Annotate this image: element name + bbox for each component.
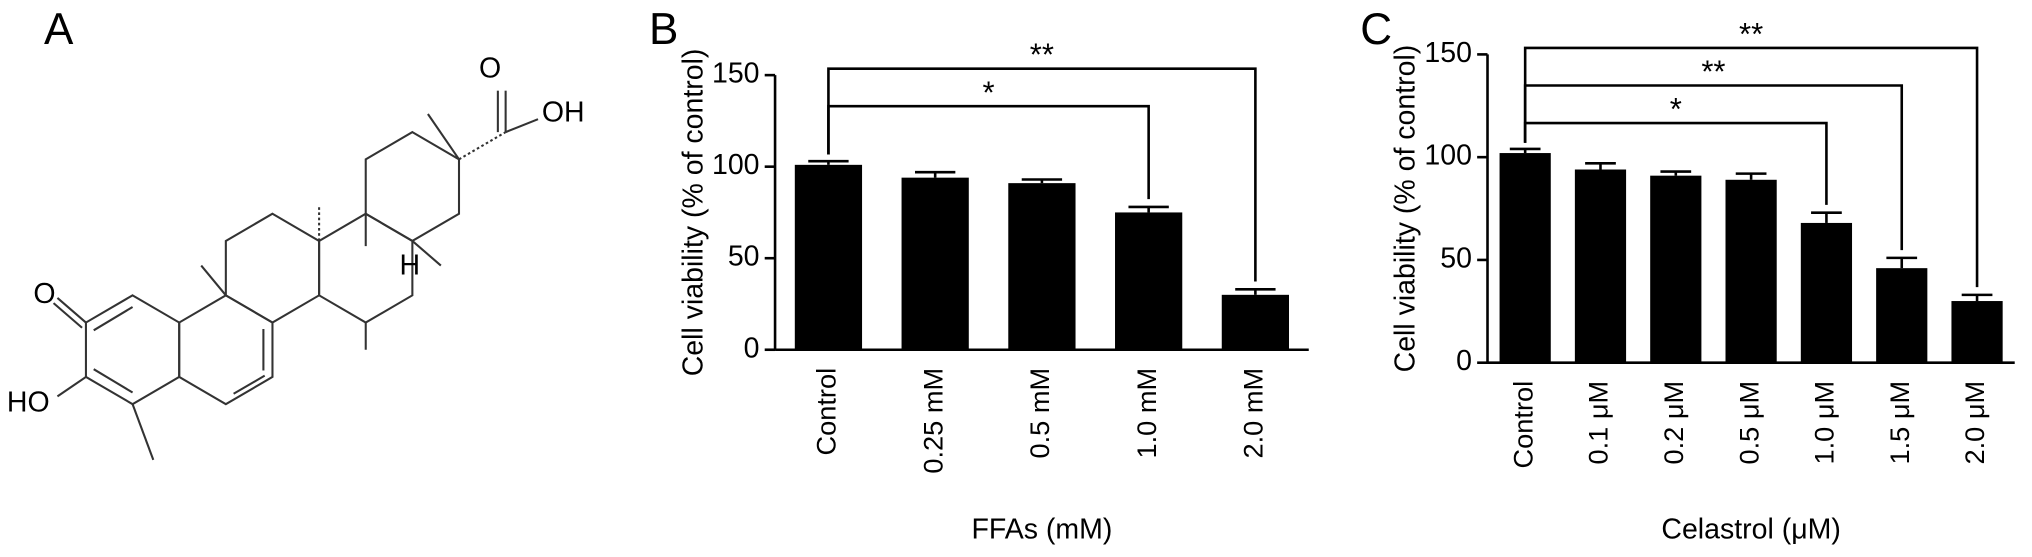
- bracket-line: [1523, 84, 1904, 251]
- y-tick-label: 50: [1440, 242, 1472, 274]
- x-tick-label: 1.5 μM: [1884, 381, 1915, 465]
- y-tick-label: 50: [728, 241, 760, 273]
- bar: [1499, 153, 1551, 363]
- significance-label: *: [1670, 92, 1682, 127]
- error-bar: [1021, 178, 1063, 184]
- panel-label: C: [1360, 5, 1392, 54]
- y-axis-label: Cell viability (% of control): [677, 49, 709, 377]
- wedge: [411, 240, 442, 267]
- y-axis-label: Cell viability (% of control): [1390, 45, 1422, 373]
- x-axis-label: Celastrol (μM): [1661, 514, 1840, 546]
- wedge: [200, 264, 227, 296]
- significance-label: **: [1701, 54, 1725, 89]
- bond: [131, 403, 155, 461]
- significance-label: *: [982, 75, 994, 110]
- bar: [1725, 179, 1777, 363]
- bond: [56, 297, 87, 324]
- x-tick-label: 2.0 mM: [1238, 368, 1269, 459]
- y-tick-label: 100: [712, 149, 760, 181]
- atom-label: HO: [7, 387, 50, 419]
- atom-label: O: [479, 52, 501, 84]
- x-tick-label: Control: [1507, 381, 1538, 469]
- error-bar: [914, 170, 956, 178]
- ring: [178, 294, 274, 406]
- x-tick-label: 2.0 μM: [1959, 381, 1990, 465]
- x-tick-label: 0.2 μM: [1658, 381, 1689, 465]
- x-tick-label: 1.0 μM: [1809, 381, 1840, 465]
- double-bond: [93, 368, 134, 394]
- x-tick-label: 0.5 mM: [1024, 368, 1055, 459]
- bar: [1221, 294, 1290, 350]
- error-bar: [1509, 147, 1541, 154]
- error-bar: [1235, 288, 1276, 295]
- bond: [56, 376, 87, 398]
- bond: [52, 302, 83, 329]
- bar: [1876, 268, 1928, 363]
- panel-label: B: [649, 5, 678, 54]
- error-bar: [1886, 256, 1918, 269]
- error-bar: [1961, 293, 1993, 302]
- x-tick-label: Control: [811, 368, 842, 456]
- error-bar: [1735, 172, 1767, 180]
- error-bar: [1128, 205, 1169, 213]
- error-bar: [1811, 211, 1842, 223]
- panel-a: A O OH O H: [7, 5, 585, 461]
- chemical-structure: O OH O HO H: [7, 52, 585, 461]
- error-bar: [1660, 170, 1692, 176]
- atom-label: H: [399, 249, 420, 281]
- double-bond: [233, 374, 266, 395]
- bracket-line: [827, 104, 1150, 200]
- bracket-line: [1523, 121, 1828, 205]
- error-bar: [1585, 162, 1616, 170]
- significance-bracket: *: [1523, 92, 1828, 205]
- x-axis-label: FFAs (mM): [972, 514, 1113, 546]
- y-tick-label: 100: [1424, 140, 1472, 172]
- y-tick-label: 150: [1424, 37, 1472, 69]
- significance-bracket: **: [1523, 54, 1904, 251]
- hash: [458, 131, 507, 161]
- bond: [505, 118, 539, 134]
- ring: [84, 294, 181, 406]
- significance-label: **: [1739, 16, 1763, 51]
- y-tick-label: 0: [1456, 345, 1472, 377]
- x-tick-label: 0.1 μM: [1583, 381, 1614, 465]
- x-tick-label: 1.0 mM: [1131, 368, 1162, 459]
- y-tick-label: 150: [712, 58, 760, 90]
- significance-bracket: *: [827, 75, 1150, 200]
- bar: [1574, 169, 1627, 363]
- panel-label: A: [44, 5, 74, 54]
- bar: [1951, 301, 2003, 363]
- atom-label: O: [33, 278, 55, 310]
- x-tick-label: 0.5 μM: [1733, 381, 1764, 465]
- atom-label: OH: [542, 97, 585, 129]
- y-tick-label: 0: [744, 332, 760, 364]
- wedge: [427, 113, 460, 160]
- bar: [1008, 183, 1076, 350]
- bar: [1115, 212, 1183, 350]
- significance-label: **: [1030, 37, 1054, 72]
- error-bar: [808, 159, 849, 165]
- ring: [364, 130, 461, 243]
- bar: [794, 164, 863, 350]
- bar: [1800, 222, 1853, 363]
- bar: [901, 177, 969, 350]
- ring: [224, 212, 321, 324]
- double-bond: [93, 306, 134, 332]
- x-tick-label: 0.25 mM: [917, 368, 948, 474]
- bar: [1650, 175, 1702, 363]
